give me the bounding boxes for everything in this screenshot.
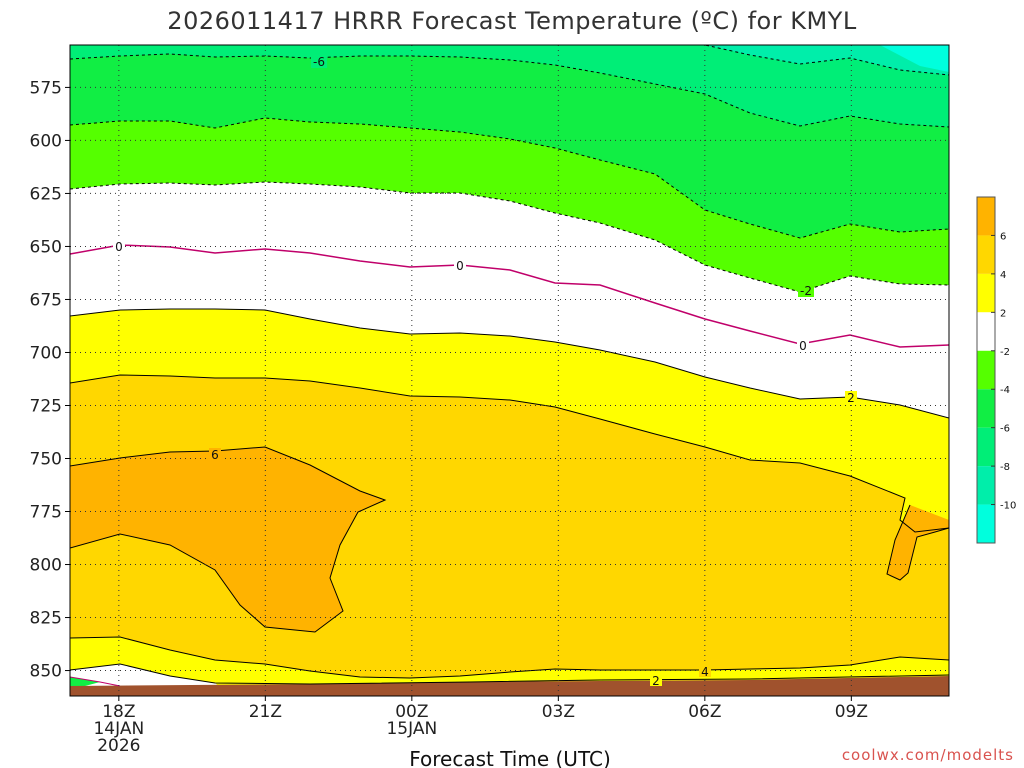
band-minus-12-to-minus-10	[880, 45, 949, 72]
y-tick-label: 825	[30, 609, 62, 629]
contour-label: 2	[847, 391, 855, 405]
y-tick-label: 700	[30, 343, 62, 363]
contour-label: 4	[701, 665, 709, 679]
contour-4	[70, 374, 949, 533]
contour-4-lower	[70, 636, 949, 679]
contour-label: -6	[313, 55, 325, 69]
contour-0-lower	[70, 676, 121, 687]
y-tick-label: 600	[30, 131, 62, 151]
contour-2-lower	[70, 663, 949, 685]
contour-labels: -6 0 0 -2 0 2 6 2 4	[113, 55, 857, 688]
colorbar-swatch	[977, 197, 995, 236]
colorbar-label: 2	[1000, 308, 1006, 319]
x-tick-label: 2026	[97, 736, 140, 756]
colorbar-swatch	[977, 427, 995, 467]
colorbar-swatch	[977, 312, 995, 351]
y-tick-label: 675	[30, 290, 62, 310]
colorbar-swatch	[977, 273, 995, 313]
colorbar-swatch	[977, 504, 995, 543]
band-minus-10-to-minus-8	[640, 45, 949, 75]
colorbar: 6 4 2 -2 -4 -6 -8 -10	[976, 196, 1016, 544]
colorbar-label: 4	[1000, 270, 1006, 281]
colorbar-label: -6	[1000, 424, 1010, 435]
x-tick-label: 14JAN	[93, 719, 144, 739]
contour-label: 2	[652, 674, 660, 688]
band-6-to-8	[70, 447, 385, 632]
colorbar-swatch	[977, 350, 995, 390]
contour-6-right	[886, 504, 949, 581]
y-axis: 575 600 625 650 675 700 725 750 775 800 825 850	[30, 78, 70, 682]
grid	[70, 45, 949, 696]
plot-area: -6 0 0 -2 0 2 6 2 4	[70, 45, 949, 696]
contour-label: -2	[800, 284, 812, 298]
x-tick-label: 15JAN	[386, 719, 437, 739]
chart-title: 2026011417 HRRR Forecast Temperature (ºC…	[167, 7, 857, 35]
x-tick-label: 09Z	[835, 702, 868, 722]
x-tick-label: 18Z	[102, 702, 135, 722]
x-tick-label: 00Z	[395, 702, 428, 722]
plot-frame	[69, 44, 950, 697]
credit-text: coolwx.com/modelts	[842, 746, 1014, 764]
x-tick-label: 03Z	[542, 702, 575, 722]
contour-label: 0	[799, 339, 807, 353]
contour-label: 0	[456, 259, 464, 273]
colorbar-swatch	[977, 466, 995, 505]
y-tick-label: 725	[30, 396, 62, 416]
band-minus-8-to-minus-6	[70, 45, 949, 127]
colorbar-frame	[976, 196, 996, 544]
colorbar-swatch	[977, 389, 995, 428]
contour-2	[70, 308, 949, 419]
colorbar-swatch	[977, 235, 995, 274]
contour-label: 6	[211, 448, 219, 462]
y-tick-label: 850	[30, 662, 62, 682]
contour-label: 0	[115, 240, 123, 254]
colorbar-label: -4	[1000, 385, 1010, 396]
y-tick-label: 575	[30, 78, 62, 98]
y-tick-label: 625	[30, 184, 62, 204]
contour-minus-6	[70, 117, 949, 239]
x-axis-label: Forecast Time (UTC)	[409, 747, 611, 768]
terrain	[70, 676, 949, 696]
colorbar-label: 6	[1000, 231, 1006, 242]
y-tick-label: 650	[30, 237, 62, 257]
x-tick-label: 21Z	[249, 702, 282, 722]
colorbar-label: -2	[1000, 347, 1010, 358]
colorbar-label: -10	[1000, 501, 1016, 512]
y-tick-label: 750	[30, 450, 62, 470]
colorbar-label: -8	[1000, 462, 1010, 473]
contour-minus-8	[70, 53, 949, 128]
x-tick-label: 06Z	[688, 702, 721, 722]
y-tick-label: 775	[30, 503, 62, 523]
contour-lines	[70, 45, 949, 687]
y-tick-label: 800	[30, 556, 62, 576]
